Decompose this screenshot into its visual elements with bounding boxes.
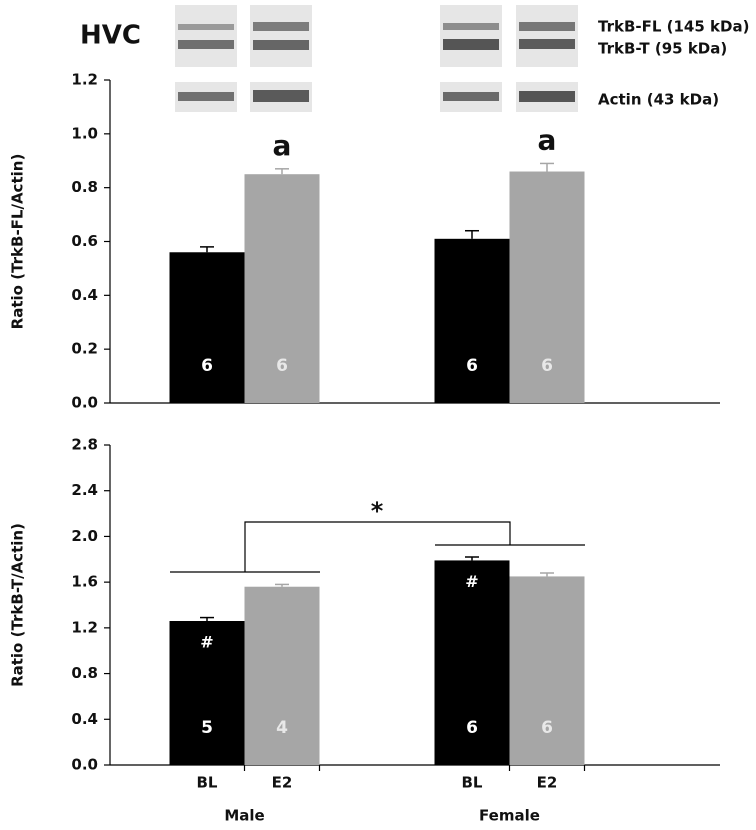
y-tick-label: 2.4 xyxy=(71,481,98,499)
group-label: Female xyxy=(479,807,540,825)
y-tick-label: 1.0 xyxy=(71,124,98,142)
bar-annotation: # xyxy=(200,633,213,652)
y-tick-label: 0.4 xyxy=(71,710,98,728)
n-label: 5 xyxy=(201,718,213,738)
y-axis-title: Ratio (TrkB-FL/Actin) xyxy=(9,154,27,330)
significance-bracket xyxy=(170,521,585,573)
n-label: 6 xyxy=(466,718,478,738)
n-label: 6 xyxy=(541,356,553,376)
blot-label: TrkB-T (95 kDa) xyxy=(598,40,727,58)
y-tick-label: 0.0 xyxy=(71,394,98,412)
blot-label: Actin (43 kDa) xyxy=(598,91,719,109)
y-tick-label: 0.4 xyxy=(71,286,98,304)
blots xyxy=(175,5,578,112)
y-tick-label: 0.2 xyxy=(71,340,98,358)
blot xyxy=(440,5,502,67)
blot-band xyxy=(443,92,499,101)
bar xyxy=(509,576,585,765)
x-tick-label: BL xyxy=(197,774,218,792)
n-label: 6 xyxy=(201,356,213,376)
y-tick-label: 0.8 xyxy=(71,664,98,682)
blot-band xyxy=(178,24,234,30)
x-tick-label: E2 xyxy=(272,774,293,792)
significance-mark: * xyxy=(371,497,384,525)
blot-band xyxy=(519,22,575,31)
blot xyxy=(175,5,237,67)
y-tick-label: 1.2 xyxy=(71,618,98,636)
y-tick-label: 0.8 xyxy=(71,178,98,196)
bar-annotation: # xyxy=(465,572,478,591)
blot xyxy=(516,5,578,67)
blot-band xyxy=(253,90,309,102)
bar xyxy=(169,621,245,765)
bar xyxy=(434,238,510,403)
n-label: 6 xyxy=(466,356,478,376)
y-tick-label: 2.8 xyxy=(71,436,98,454)
y-tick-label: 1.2 xyxy=(71,71,98,89)
blot-band xyxy=(253,40,309,50)
bar xyxy=(169,252,245,403)
blot-band xyxy=(519,91,575,102)
blot-band xyxy=(178,92,234,101)
bar xyxy=(244,174,320,403)
x-tick-label: E2 xyxy=(537,774,558,792)
bar xyxy=(509,171,585,403)
blot-band xyxy=(519,39,575,49)
n-label: 6 xyxy=(276,356,288,376)
y-axis-title: Ratio (TrkB-T/Actin) xyxy=(9,523,27,687)
bracket-line xyxy=(244,521,511,572)
n-label: 4 xyxy=(276,718,288,738)
bar-annotation: a xyxy=(538,123,557,156)
group-label: Male xyxy=(224,807,264,825)
blot-label: TrkB-FL (145 kDa) xyxy=(598,18,749,36)
blot-band xyxy=(443,39,499,50)
bar xyxy=(244,586,320,765)
blot xyxy=(250,5,312,67)
x-tick-label: BL xyxy=(462,774,483,792)
blot-band xyxy=(443,23,499,30)
y-tick-label: 1.6 xyxy=(71,573,98,591)
bar-annotation: a xyxy=(273,129,292,162)
blot-band xyxy=(178,40,234,49)
bar xyxy=(434,560,510,765)
n-label: 6 xyxy=(541,718,553,738)
blot-band xyxy=(253,22,309,31)
y-tick-label: 2.0 xyxy=(71,527,98,545)
figure-label: HVC xyxy=(80,21,141,51)
y-tick-label: 0.0 xyxy=(71,756,98,774)
y-tick-label: 0.6 xyxy=(71,232,98,250)
